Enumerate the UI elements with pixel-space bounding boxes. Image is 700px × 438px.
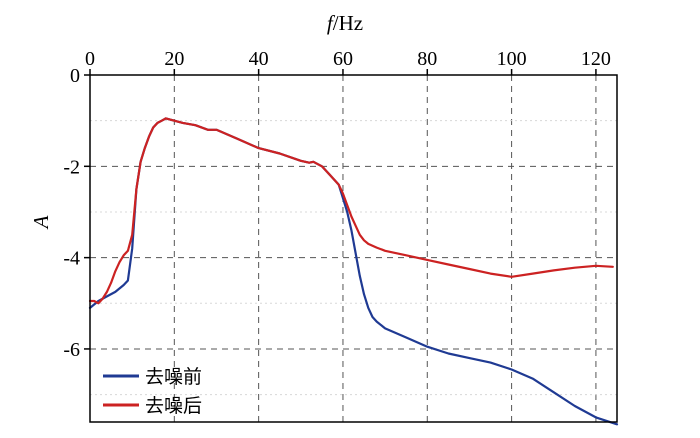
x-tick-label-3: 60 <box>333 48 353 70</box>
x-tick-label-1: 20 <box>164 48 184 70</box>
x-tick-label-5: 100 <box>497 48 527 70</box>
x-tick-label-4: 80 <box>417 48 437 70</box>
legend-label-0: 去噪前 <box>145 366 202 388</box>
y-tick-labels: 0 -2 -4 -6 <box>63 65 80 361</box>
x-axis-title: f/Hz <box>327 11 363 35</box>
x-tick-label-0: 0 <box>85 48 95 70</box>
x-tick-label-2: 40 <box>249 48 269 70</box>
y-tick-label-3: -6 <box>63 339 80 361</box>
x-axis-title-symbol: f <box>327 11 336 35</box>
y-axis-title: A <box>29 215 53 230</box>
x-axis-title-unit: /Hz <box>333 11 363 35</box>
series-lines <box>88 117 619 426</box>
y-tick-label-0: 0 <box>70 65 80 87</box>
grid-lines <box>90 75 617 422</box>
series-line-1 <box>88 117 614 305</box>
x-tick-labels: 0 20 40 60 80 100 120 <box>85 48 611 70</box>
x-tick-label-6: 120 <box>581 48 611 70</box>
y-tick-label-2: -4 <box>63 248 80 270</box>
legend-label-1: 去噪后 <box>145 395 202 417</box>
plot-frame <box>89 74 618 423</box>
y-tick-label-1: -2 <box>63 156 80 178</box>
tick-marks <box>84 69 597 350</box>
